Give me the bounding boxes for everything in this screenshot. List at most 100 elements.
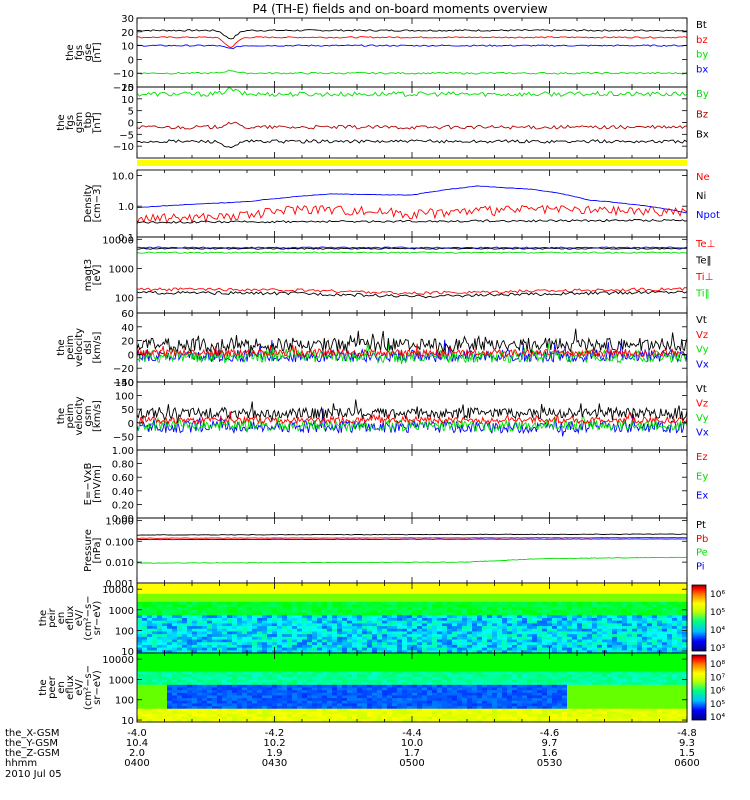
p9-cell [552,650,558,654]
p10-cell [417,684,423,689]
p9-cell [177,585,183,589]
p9-cell [232,620,238,624]
p10-cell [327,706,333,710]
p9-cell [177,626,183,630]
p10-cell [247,671,253,675]
p9-cell [372,639,378,643]
p10-cell [357,698,363,702]
p10-cell [242,714,248,718]
p9-cell [347,607,353,611]
p10-cell [377,674,383,678]
p9-cell [517,585,523,589]
p9-cell [267,585,273,589]
p9-cell [327,647,333,651]
p9-cell [467,623,473,627]
p10-cell [377,698,383,702]
p10-cell [247,695,253,699]
p9-cell [627,631,633,635]
p9-cell [212,642,218,646]
p10-cell [302,692,308,697]
p9-cell [272,620,278,624]
p10-cell [297,698,303,702]
p10-cell [282,719,288,723]
p9-cell [292,601,298,606]
p9-cell [387,634,393,638]
p10-cell [172,682,178,686]
p9-cell [472,650,478,654]
p10-cell [147,695,153,699]
p10-cell [417,706,423,710]
p9-cell [447,591,453,595]
p9-cell [477,642,483,646]
p9-cell [197,593,203,598]
p10-cell [277,698,283,702]
p10-cell [347,682,353,686]
p10-cell [237,695,243,699]
p9-cell [142,628,148,633]
p9-cell [602,636,608,641]
p10-cell [142,660,148,665]
p9-cell [342,620,348,624]
p9-cell [637,647,643,651]
p9-cell [527,628,533,633]
p10-cell [197,695,203,699]
p10-cell [347,655,353,659]
p9-cell [602,604,608,608]
p10-cell [322,658,328,662]
p9-cell [302,612,308,616]
p10-cell [142,708,148,712]
p10-cell [387,682,393,686]
p9-cell [252,593,258,598]
p9-cell [552,612,558,616]
p9-cell [302,642,308,646]
p9-cell [502,644,508,649]
p10-cell [282,695,288,699]
p9-cell [282,636,288,641]
p9-cell [592,626,598,630]
p10-cell [187,655,193,659]
p9-cell [677,650,683,654]
p10-cell [152,660,158,665]
p9-cell [542,601,548,606]
p10-cell [247,700,253,705]
p10-cell [137,714,143,718]
p9-cell [577,636,583,641]
p9-cell [517,593,523,598]
p9-cell [212,623,218,627]
p10-cell [162,706,168,710]
p10-cell [202,674,208,678]
p9-cell [432,615,438,619]
p10-cell [352,653,358,657]
p9-cell [662,636,668,641]
p10-cell [322,671,328,675]
p9-cell [397,631,403,635]
p9-cell [592,634,598,638]
p9-cell [417,620,423,624]
p10-cell [272,682,278,686]
p9-cell [347,628,353,633]
p10-cell [417,714,423,718]
p9-cell [667,607,673,611]
p9-cell [587,618,593,622]
p9-cell [527,599,533,603]
p9-cell [492,601,498,606]
p9-cell [392,639,398,643]
p10-cell [392,708,398,712]
p9-cell [147,647,153,651]
p9-cell [372,642,378,646]
p9-cell [142,634,148,638]
p9-cell [212,647,218,651]
p10-cell [407,695,413,699]
p9-cell [362,644,368,649]
p9-cell [482,591,488,595]
p9-cell [182,618,188,622]
p10-cell [402,711,408,715]
p9-cell [302,615,308,619]
p9-cell [642,620,648,624]
p9-cell [522,631,528,635]
p10-cell [282,687,288,691]
p9-cell [272,612,278,616]
p9-cell [407,639,413,643]
p9-cell [527,634,533,638]
p9-cell [377,596,383,600]
